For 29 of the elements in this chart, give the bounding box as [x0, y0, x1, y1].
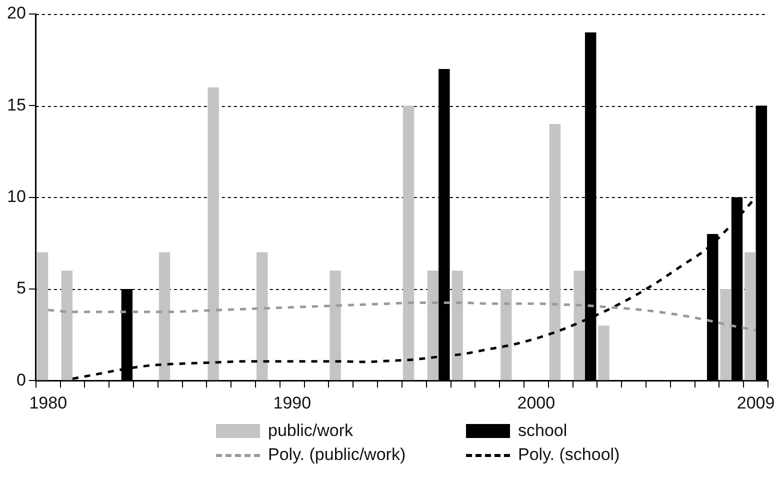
- bar: [549, 124, 561, 380]
- legend-label: school: [518, 421, 568, 441]
- legend-label: public/work: [268, 421, 354, 441]
- bar: [158, 252, 170, 380]
- x-tick-label: 1980: [29, 393, 68, 412]
- bar: [36, 252, 48, 380]
- y-tick-label: 5: [16, 278, 26, 298]
- y-tick-label: 15: [6, 95, 26, 114]
- bar: [61, 270, 73, 380]
- bar: [744, 252, 756, 380]
- y-tick-label: 0: [16, 370, 26, 390]
- legend-label: Poly. (school): [518, 445, 620, 465]
- bar: [256, 252, 268, 380]
- legend-label: Poly. (public/work): [268, 445, 406, 465]
- bar: [452, 270, 463, 380]
- bar: [500, 288, 512, 380]
- bar: [720, 288, 732, 380]
- x-tick-label: 2009: [736, 393, 775, 412]
- y-tick-label: 10: [6, 186, 26, 206]
- bar: [330, 270, 341, 380]
- bar: [427, 270, 439, 380]
- y-tick-label: 20: [6, 4, 26, 23]
- line-series: [46, 301, 758, 332]
- bar: [402, 106, 414, 380]
- bar: [208, 87, 219, 380]
- bar: [598, 326, 610, 380]
- x-tick-label: 1990: [273, 393, 312, 412]
- x-tick-label: 2000: [517, 393, 556, 412]
- bar: [574, 270, 585, 380]
